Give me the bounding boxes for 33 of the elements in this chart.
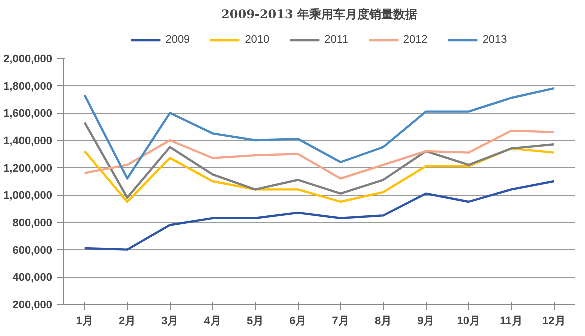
legend-label: 2012 [403,34,428,46]
x-tick-label: 11月 [500,316,523,328]
y-tick-label: 200,000 [12,300,53,312]
y-tick-label: 400,000 [12,272,53,284]
y-tick-label: 2,000,000 [4,54,52,66]
legend-label: 2013 [482,34,508,46]
line-series [84,122,556,199]
legend-label: 2011 [324,34,348,46]
y-tick-label: 1,400,000 [4,136,52,148]
x-tick-label: 4月 [204,316,222,328]
legend-label: 2010 [245,34,270,46]
x-tick-label: 1月 [76,316,94,328]
y-tick-label: 1,200,000 [4,162,52,175]
x-tick-label: 8月 [374,316,392,328]
legend-label: 2009 [166,34,190,46]
y-tick-label: 1,600,000 [4,108,52,120]
x-tick-label: 10月 [457,316,480,328]
line-series [84,148,556,204]
x-tick-label: 3月 [162,316,179,328]
x-tick-label: 12月 [542,316,566,328]
y-tick-label: 1,800,000 [4,80,52,93]
line-series [84,87,556,180]
x-tick-label: 9月 [418,316,435,328]
line-series [84,130,556,180]
line-series [84,180,556,251]
y-tick-label: 800,000 [12,218,53,230]
chart-title: 2009-2013 年乘用车月度销量数据 [222,8,418,22]
y-tick-label: 600,000 [12,244,53,257]
y-tick-label: 1,000,000 [4,190,52,202]
x-tick-label: 7月 [332,316,350,328]
x-tick-label: 5月 [246,316,264,328]
x-tick-label: 2月 [118,316,136,328]
x-tick-label: 6月 [290,316,307,328]
